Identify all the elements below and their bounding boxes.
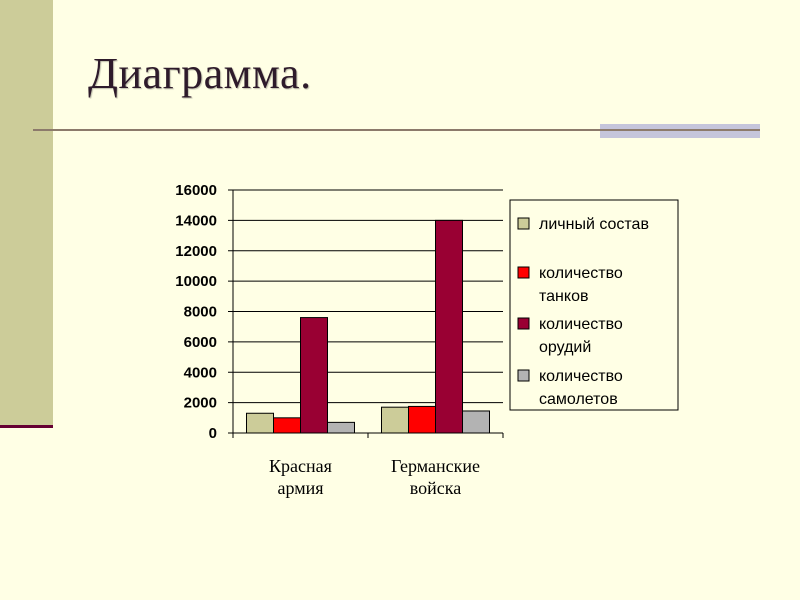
legend-label: количество: [539, 368, 623, 385]
legend-swatch: [517, 317, 530, 330]
y-tick-label: 2000: [184, 395, 217, 412]
title-divider-accent-line: [600, 129, 760, 131]
y-tick-label: 14000: [175, 212, 217, 229]
title-divider-accent-block: [600, 124, 760, 138]
legend-swatch: [517, 217, 530, 230]
y-tick-label: 6000: [184, 334, 217, 351]
legend-label: количество: [539, 265, 623, 282]
y-tick-label: 16000: [175, 182, 217, 199]
bar: [246, 412, 274, 434]
y-tick-label: 8000: [184, 304, 217, 321]
decorative-left-band-underline: [0, 425, 53, 428]
x-category-label: армия: [277, 478, 323, 498]
x-category-label: войска: [410, 478, 461, 498]
legend-swatch: [517, 369, 530, 382]
bar: [273, 417, 301, 434]
legend-box: [509, 199, 679, 411]
y-tick-label: 12000: [175, 243, 217, 260]
bar: [435, 219, 463, 434]
x-category-label: Германские: [391, 456, 480, 476]
title-divider-line: [33, 129, 760, 131]
y-tick-label: 4000: [184, 364, 217, 381]
legend-label: личный состав: [539, 216, 649, 233]
legend-swatch: [517, 266, 530, 279]
bar: [300, 317, 328, 434]
legend-label: орудий: [539, 339, 591, 356]
bar: [327, 421, 355, 434]
y-tick-label: 0: [209, 425, 217, 442]
y-tick-label: 10000: [175, 273, 217, 290]
bar: [381, 406, 409, 434]
bar: [408, 405, 436, 434]
legend-label: самолетов: [539, 391, 618, 408]
x-category-label: Красная: [269, 456, 332, 476]
bar: [462, 410, 490, 434]
decorative-left-band: [0, 0, 53, 425]
slide-title: Диаграмма.: [88, 49, 312, 98]
legend-label: количество: [539, 316, 623, 333]
legend-label: танков: [539, 288, 588, 305]
